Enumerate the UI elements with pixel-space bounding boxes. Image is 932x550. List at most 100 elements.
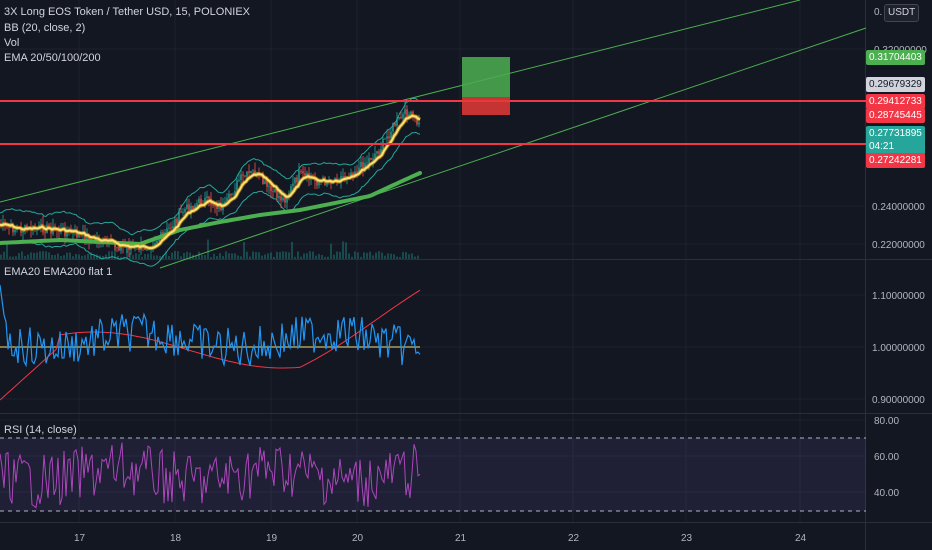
rsi-tick: 60.00 xyxy=(874,452,899,463)
currency-selector[interactable]: USDT xyxy=(884,4,920,22)
candle-body xyxy=(14,229,16,233)
candle-body xyxy=(366,162,368,164)
candle-body xyxy=(206,196,208,199)
rsi-tick: 40.00 xyxy=(874,488,899,499)
volume-bar xyxy=(69,252,71,259)
volume-bar xyxy=(54,254,56,259)
candle-body xyxy=(186,204,188,209)
candle-body xyxy=(192,206,194,210)
volume-bar xyxy=(198,251,200,259)
candle-body xyxy=(298,170,300,183)
bar-countdown: 04:21 xyxy=(869,141,895,152)
candle-body xyxy=(174,218,176,227)
candle-body xyxy=(88,235,90,243)
volume-bar xyxy=(240,256,242,259)
volume-bar xyxy=(6,244,8,259)
candle-body xyxy=(402,114,404,119)
candle-body xyxy=(208,196,210,199)
price-tick: 0.22000000 xyxy=(872,240,925,251)
candle-body xyxy=(226,198,228,202)
rsi-tick: 80.00 xyxy=(874,416,899,427)
candle-body xyxy=(398,117,400,119)
candle-body xyxy=(392,123,394,132)
channel-lower-line[interactable] xyxy=(159,27,867,269)
volume-bar xyxy=(9,256,11,259)
volume-bar xyxy=(327,256,329,259)
candle-body xyxy=(196,203,198,206)
candle-body xyxy=(380,148,382,154)
volume-bar xyxy=(156,255,158,259)
volume-bar xyxy=(363,252,365,259)
rsi-pane-title[interactable]: RSI (14, close) xyxy=(4,424,77,436)
volume-bar xyxy=(84,255,86,259)
ema-ratio-pane[interactable] xyxy=(0,284,421,401)
symbol-title[interactable]: 3X Long EOS Token / Tether USD, 15, POLO… xyxy=(4,6,251,18)
volume-bar xyxy=(105,254,107,259)
volume-indicator-legend[interactable]: Vol xyxy=(4,37,20,49)
volume-bar xyxy=(207,239,209,259)
volume-bar xyxy=(21,251,23,259)
last-price-tag: 0.27731895 04:21 xyxy=(866,126,925,155)
candle-body xyxy=(194,205,196,210)
volume-bar xyxy=(390,253,392,259)
volume-bar xyxy=(189,252,191,259)
candle-body xyxy=(362,161,364,170)
candle-body xyxy=(86,235,88,242)
candle-body xyxy=(408,114,410,117)
volume-bar xyxy=(108,251,110,259)
candle-body xyxy=(266,181,268,187)
volume-bar xyxy=(213,253,215,259)
volume-bar xyxy=(273,256,275,259)
candle-body xyxy=(212,204,214,206)
time-axis[interactable]: 17 18 19 20 21 22 23 24 xyxy=(74,533,807,544)
candle-body xyxy=(216,206,218,209)
ema-ratio-pane-title[interactable]: EMA20 EMA200 flat 1 xyxy=(4,266,113,278)
long-position-target-zone[interactable] xyxy=(462,57,510,97)
candle-body xyxy=(276,189,278,198)
rsi-pane[interactable] xyxy=(0,437,866,512)
ema-indicator-legend[interactable]: EMA 20/50/100/200 xyxy=(4,52,101,64)
candle-body xyxy=(406,109,408,117)
volume-bar xyxy=(153,255,155,259)
volume-bar xyxy=(60,256,62,259)
candle-body xyxy=(306,173,308,176)
long-position-stop-zone[interactable] xyxy=(462,97,510,115)
volume-bar xyxy=(42,251,44,259)
volume-bar xyxy=(39,251,41,259)
volume-bar xyxy=(36,252,38,259)
volume-bar xyxy=(87,253,89,259)
volume-bar xyxy=(111,251,113,259)
volume-bar xyxy=(78,254,80,259)
volume-bar xyxy=(141,256,143,259)
candle-body xyxy=(300,170,302,172)
volume-bar xyxy=(171,252,173,259)
candle-body xyxy=(246,171,248,177)
candle-body xyxy=(416,117,418,125)
volume-bar xyxy=(384,255,386,259)
volume-bar xyxy=(201,254,203,259)
volume-bar xyxy=(396,256,398,259)
volume-bar xyxy=(15,256,17,259)
candle-body xyxy=(146,249,148,251)
volume-bar xyxy=(285,251,287,259)
main-pane[interactable] xyxy=(0,0,867,269)
volume-bar xyxy=(234,253,236,259)
candle-body xyxy=(250,170,252,174)
volume-bar xyxy=(414,256,416,259)
candle-body xyxy=(374,153,376,159)
volume-bars xyxy=(0,239,419,259)
candle-body xyxy=(268,186,270,187)
ema-ratio-tick: 1.10000000 xyxy=(872,291,925,302)
ema-fast-line xyxy=(0,114,421,250)
volume-bar xyxy=(252,251,254,259)
volume-bar xyxy=(303,253,305,259)
volume-bar xyxy=(393,254,395,259)
volume-bar xyxy=(288,252,290,259)
candle-body xyxy=(240,174,242,180)
volume-bar xyxy=(222,255,224,259)
bb-indicator-legend[interactable]: BB (20, close, 2) xyxy=(4,22,86,34)
volume-bar xyxy=(405,252,407,259)
candle-body xyxy=(372,158,374,160)
candle-body xyxy=(228,193,230,199)
